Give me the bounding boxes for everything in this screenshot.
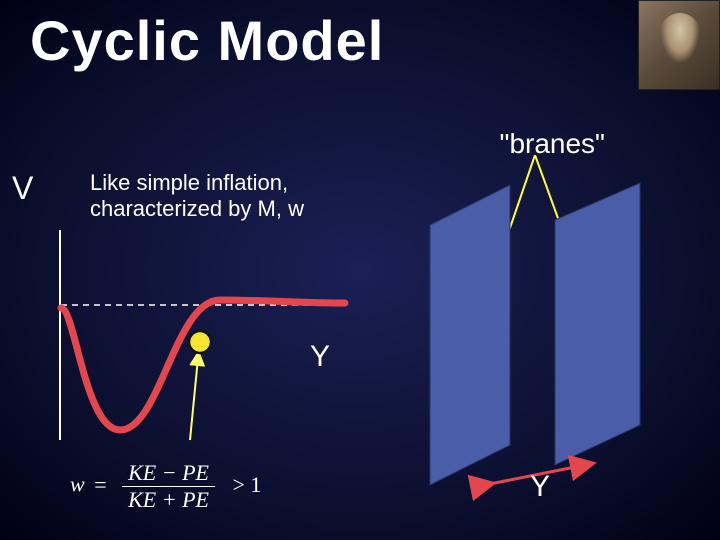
formula-eq: = [94, 472, 106, 497]
left-brane [430, 185, 510, 485]
formula-numerator: KE − PE [122, 460, 215, 487]
slide-title: Cyclic Model [30, 8, 384, 73]
formula-fraction: KE − PE KE + PE [122, 460, 215, 513]
subtitle-line-2: characterized by M, w [90, 196, 304, 221]
potential-curve [61, 300, 345, 430]
subtitle-line-1: Like simple inflation, [90, 170, 288, 195]
w-formula: w = KE − PE KE + PE > 1 [70, 460, 261, 513]
formula-denominator: KE + PE [122, 487, 215, 513]
yellow-arrow-to-marker [190, 358, 198, 440]
subtitle-text: Like simple inflation, characterized by … [90, 170, 304, 223]
formula-gt: > 1 [232, 472, 261, 497]
v-axis-label: V [12, 170, 33, 207]
einstein-portrait [638, 0, 720, 90]
potential-graph [45, 230, 355, 450]
y-label-graph: Y [310, 340, 330, 374]
branes-diagram [390, 155, 680, 515]
right-brane [555, 183, 640, 465]
field-marker-icon [189, 331, 211, 353]
formula-lhs: w [70, 472, 85, 497]
y-label-branes: Y [530, 470, 550, 504]
